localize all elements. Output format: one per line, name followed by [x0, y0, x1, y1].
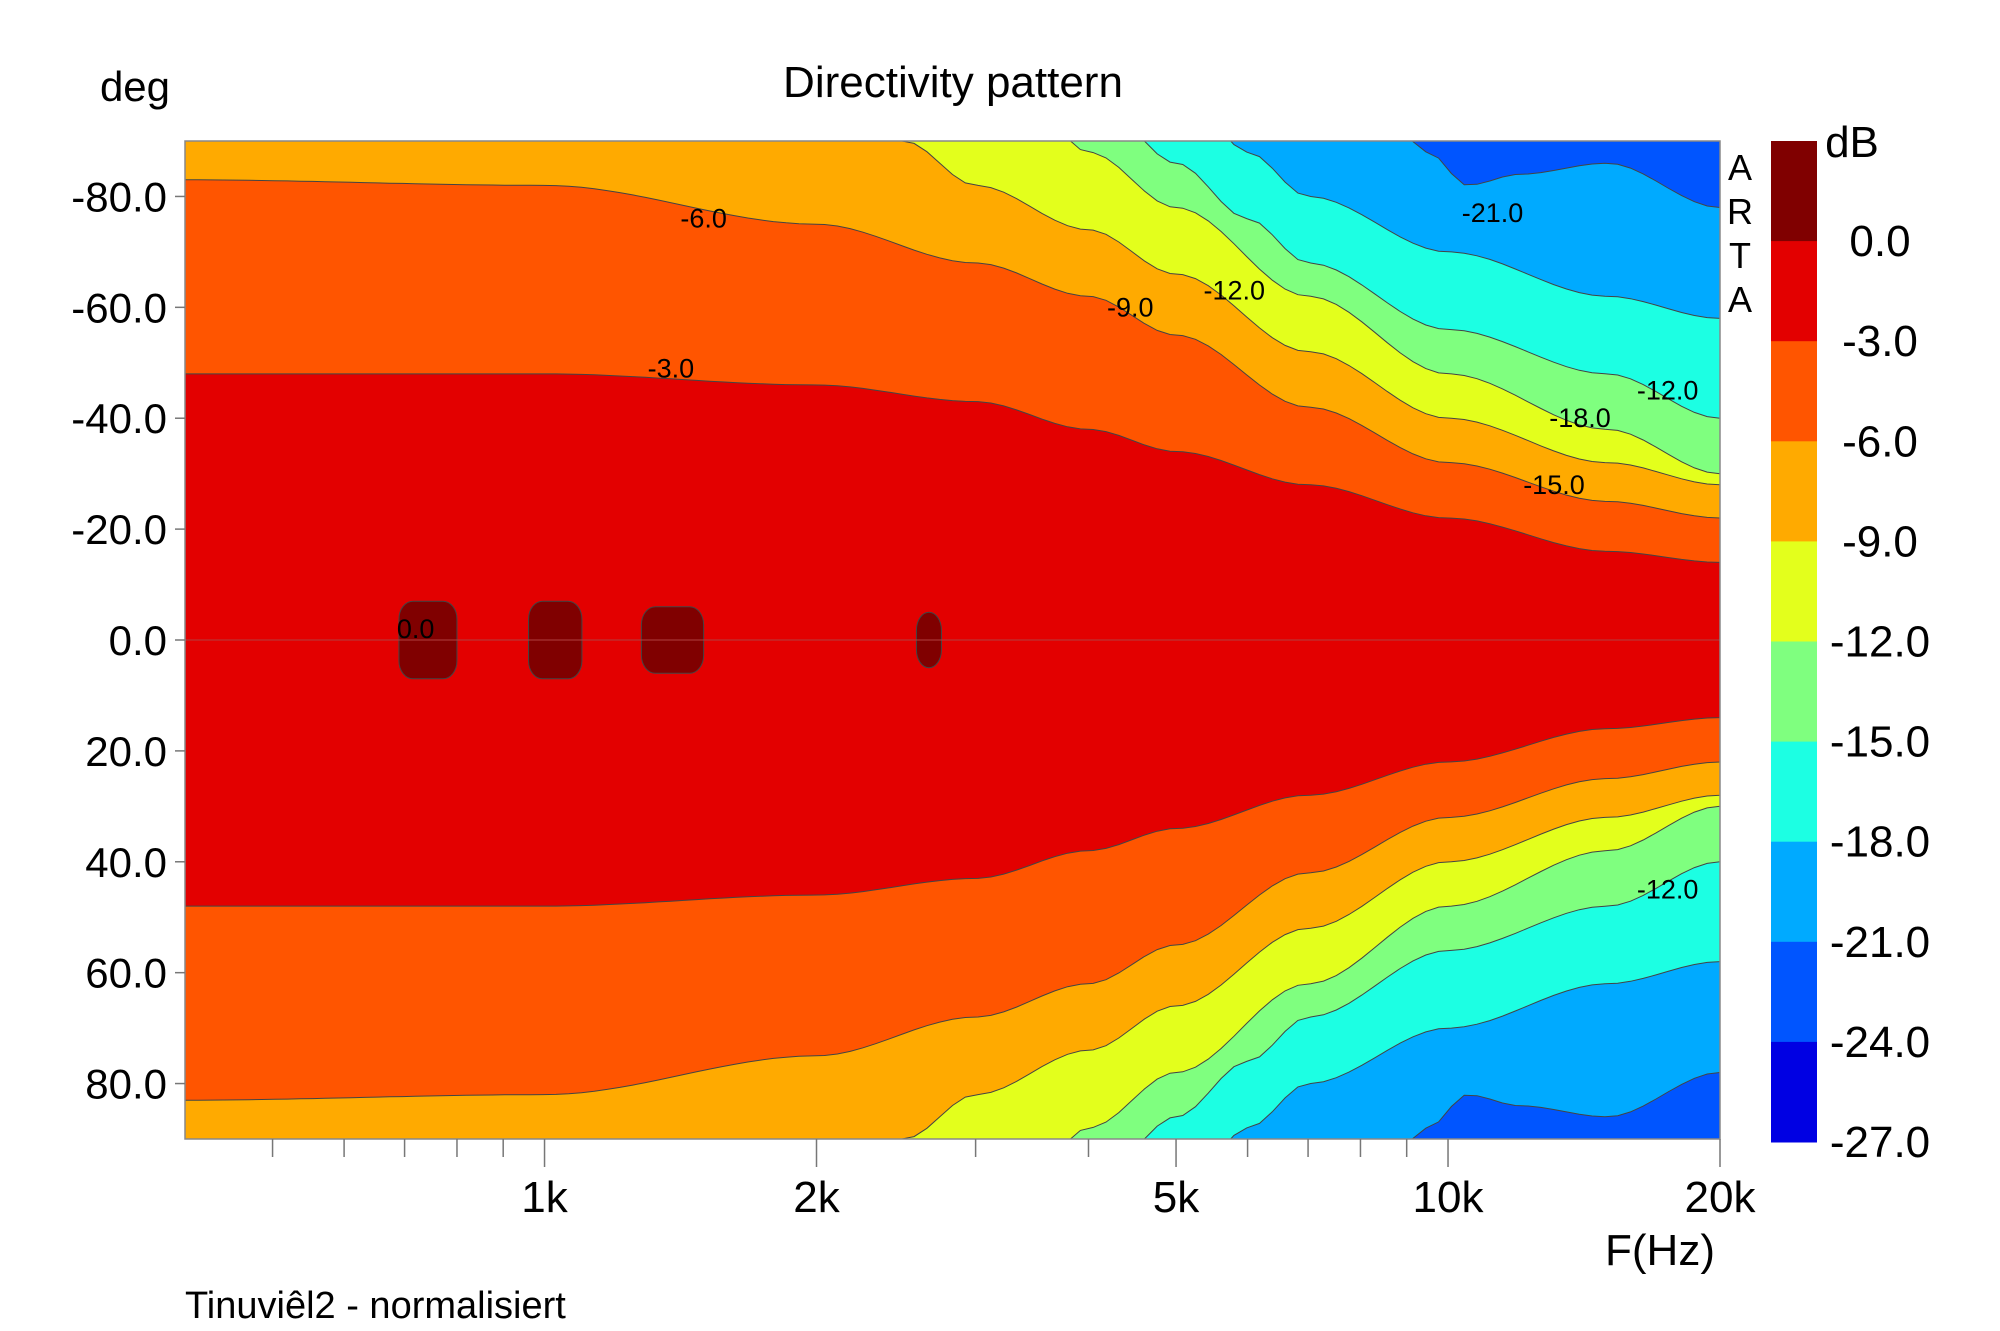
contour-label: -3.0	[648, 353, 695, 383]
y-tick-label: 40.0	[85, 839, 167, 886]
y-tick-label: -20.0	[71, 506, 167, 553]
x-tick-label: 1k	[521, 1173, 568, 1222]
y-tick-label: -40.0	[71, 395, 167, 442]
colorbar-label: 0.0	[1849, 217, 1910, 266]
x-axis-label: F(Hz)	[1605, 1226, 1715, 1275]
contour-label: -12.0	[1637, 875, 1699, 905]
colorbar-swatch	[1771, 541, 1817, 642]
contour-label: -12.0	[1637, 376, 1699, 406]
watermark-letter: T	[1729, 235, 1751, 276]
colorbar-swatch	[1771, 1041, 1817, 1143]
colorbar-label: -18.0	[1830, 818, 1930, 867]
x-tick-label: 5k	[1153, 1173, 1200, 1222]
chart-subtitle: Tinuviêl2 - normalisiert	[185, 1285, 566, 1327]
colorbar-swatch	[1771, 941, 1817, 1043]
colorbar-swatch	[1771, 141, 1817, 242]
colorbar-label: -15.0	[1830, 718, 1930, 767]
colorbar-label: -12.0	[1830, 618, 1930, 667]
colorbar-label: -6.0	[1842, 417, 1918, 466]
contour-label: -9.0	[1107, 292, 1154, 322]
watermark-letter: A	[1728, 279, 1752, 320]
y-tick-label: 20.0	[85, 728, 167, 775]
contour-label: -12.0	[1204, 276, 1266, 306]
x-tick-label: 10k	[1413, 1173, 1485, 1222]
contour-label: -21.0	[1462, 198, 1524, 228]
colorbar-swatch	[1771, 741, 1817, 843]
contour-label: -15.0	[1523, 470, 1585, 500]
colorbar-label: -27.0	[1830, 1118, 1930, 1167]
colorbar: 0.0 -3.0 -6.0 -9.0 -12.0 -15.0 -18.0 -21.0 -24.0…	[1771, 141, 1930, 1167]
y-tick-label: 80.0	[85, 1061, 167, 1108]
x-tick-label: 2k	[793, 1173, 840, 1222]
y-tick-label: -60.0	[71, 284, 167, 331]
y-tick-label: 0.0	[109, 617, 167, 664]
colorbar-swatch	[1771, 641, 1817, 743]
y-tick-label: 60.0	[85, 950, 167, 997]
x-tick-label: 20k	[1685, 1173, 1757, 1222]
watermark-letter: A	[1728, 147, 1752, 188]
contour-label: 0.0	[397, 614, 435, 644]
y-axis: -80.0 -60.0 -40.0 -20.0 0.0 20.0 40.0 60.0 80.0	[71, 173, 185, 1108]
colorbar-swatch	[1771, 441, 1817, 542]
colorbar-swatch	[1771, 341, 1817, 442]
colorbar-swatch	[1771, 241, 1817, 342]
colorbar-unit-label: dB	[1825, 118, 1879, 167]
y-tick-label: -80.0	[71, 173, 167, 220]
contour-annotations: -6.0 -3.0 0.0 -9.0 -12.0 -21.0 -18.0 -12.0 -15.0…	[397, 198, 1699, 904]
colorbar-label: -24.0	[1830, 1018, 1930, 1067]
plot-area	[184, 140, 1721, 1140]
x-axis: 1k 2k 5k 10k 20k	[271, 1139, 1757, 1222]
colorbar-label: -21.0	[1830, 918, 1930, 967]
colorbar-swatch	[1771, 841, 1817, 943]
watermark-letter: R	[1727, 191, 1753, 232]
colorbar-label: -9.0	[1842, 517, 1918, 566]
y-axis-label: deg	[100, 63, 170, 110]
colorbar-label: -3.0	[1842, 317, 1918, 366]
contour-label: -18.0	[1549, 403, 1611, 433]
contour-label: -6.0	[680, 204, 727, 234]
chart-title: Directivity pattern	[783, 58, 1123, 107]
